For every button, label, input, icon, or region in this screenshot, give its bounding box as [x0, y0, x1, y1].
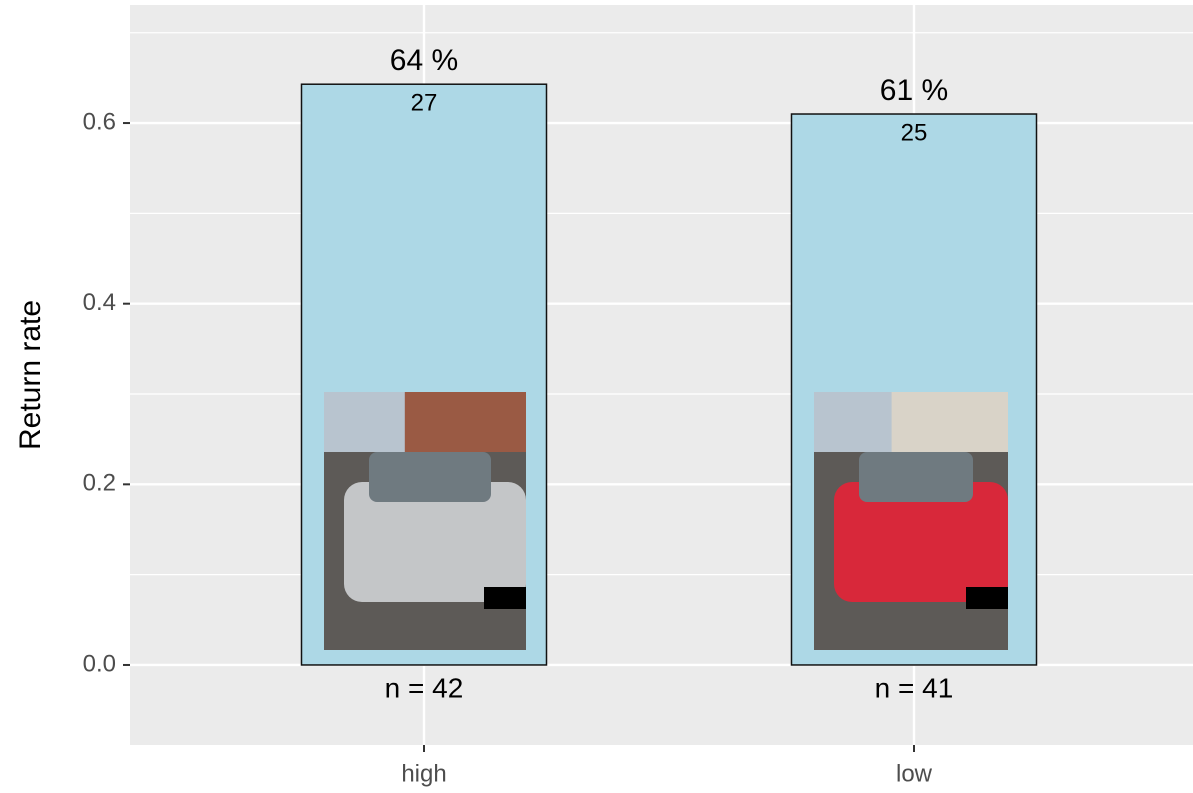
photo-car-body	[834, 482, 1008, 602]
y-tick-label: 0.6	[83, 108, 116, 135]
value-label: 64 %	[390, 44, 458, 77]
y-axis-title: Return rate	[14, 300, 47, 450]
photo-plate	[966, 587, 1008, 609]
value-label: 61 %	[880, 74, 948, 107]
photos	[324, 392, 1008, 650]
y-tick-label: 0.4	[83, 289, 116, 316]
n-label: n = 41	[875, 672, 954, 703]
photo-plate	[484, 587, 526, 609]
count-label: 27	[411, 90, 438, 117]
x-tick-label: low	[896, 760, 933, 787]
n-label: n = 42	[385, 672, 464, 703]
count-label: 25	[901, 119, 928, 146]
y-tick-label: 0.0	[83, 650, 116, 677]
plot-area: 0.0 0.2 0.4 0.6 high 64 % 27 n = 42 low 61 % 25 n =…	[83, 5, 1193, 787]
photo-car-window	[369, 452, 491, 502]
x-tick-label: high	[401, 760, 446, 787]
y-tick-label: 0.2	[83, 470, 116, 497]
photo-car-window	[859, 452, 973, 502]
photo-car-body	[344, 482, 526, 602]
